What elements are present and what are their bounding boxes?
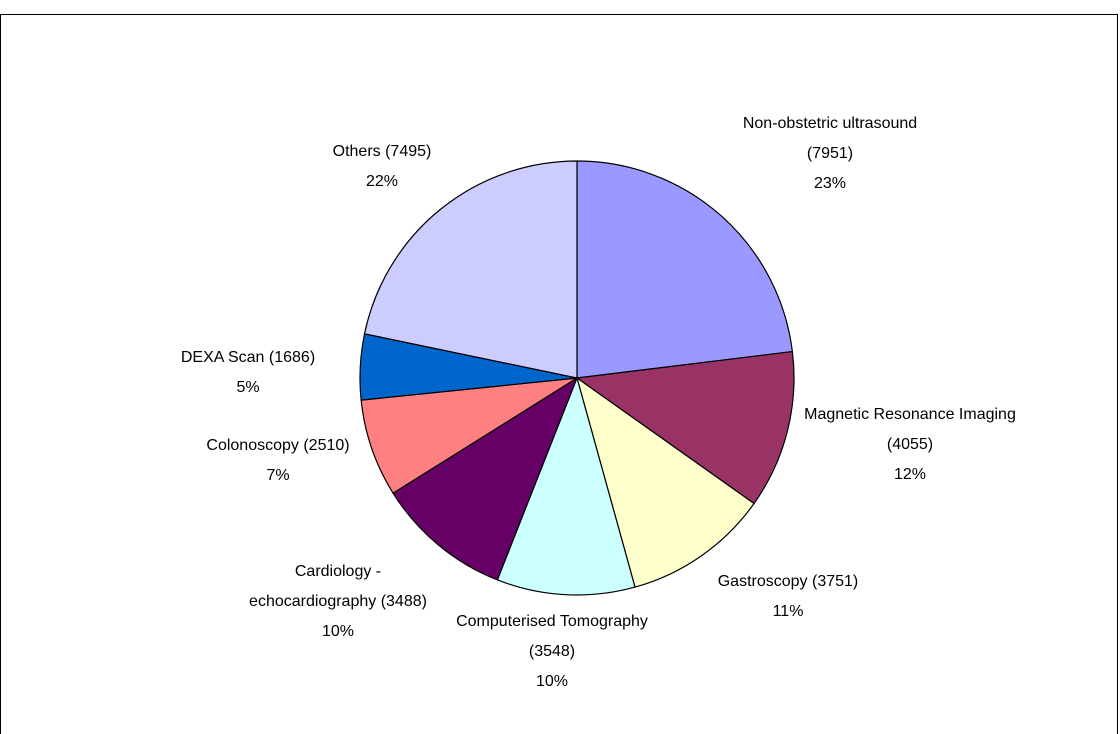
slice-percent-label: 11% xyxy=(773,603,804,620)
pie-labels: Non-obstetric ultrasound (7951) 23% Magneti… xyxy=(181,115,1016,690)
slice-name-label: Cardiology - xyxy=(295,563,381,580)
pie-slice-gastroscopy xyxy=(575,376,755,588)
slice-percent-label: 23% xyxy=(814,175,846,192)
slice-name-label: Computerised Tomography xyxy=(456,613,648,630)
slice-percent-label: 22% xyxy=(366,173,398,190)
slice-percent-label: 5% xyxy=(236,379,259,396)
slice-percent-label: 7% xyxy=(266,467,289,484)
slice-name-label: Others (7495) xyxy=(333,143,432,160)
pie-slice-magnetic-resonance-imaging xyxy=(575,350,795,505)
slice-name-label: Gastroscopy (3751) xyxy=(718,573,859,590)
slice-name-label: Magnetic Resonance Imaging xyxy=(804,406,1016,423)
slice-label: Magnetic Resonance Imaging (4055) 12% xyxy=(804,406,1016,483)
slice-label: Gastroscopy (3751) 11% xyxy=(718,573,859,620)
slice-percent-label: 12% xyxy=(894,466,926,483)
slice-percent-label: 10% xyxy=(322,623,354,640)
slice-name-label: echocardiography (3488) xyxy=(249,593,427,610)
pie-slice-cardiology-echocardiography xyxy=(392,376,579,581)
pie-slice-non-obstetric-ultrasound xyxy=(576,160,794,379)
pie-slice-computerised-tomography xyxy=(496,376,636,596)
slice-label: Others (7495) 22% xyxy=(333,143,432,190)
slice-name-label: (4055) xyxy=(887,436,933,453)
slice-name-label: (7951) xyxy=(807,145,853,162)
slice-label: Non-obstetric ultrasound (7951) 23% xyxy=(743,115,917,192)
slice-name-label: DEXA Scan (1686) xyxy=(181,349,315,366)
pie-slices xyxy=(359,160,795,596)
slice-label: Cardiology - echocardiography (3488) 10% xyxy=(249,563,427,640)
slice-label: Computerised Tomography (3548) 10% xyxy=(456,613,648,690)
slice-label: Colonoscopy (2510) 7% xyxy=(206,437,349,484)
pie-slice-colonoscopy xyxy=(360,377,578,494)
slice-label: DEXA Scan (1686) 5% xyxy=(181,349,315,396)
pie-slice-others xyxy=(363,160,578,379)
slice-name-label: Colonoscopy (2510) xyxy=(206,437,349,454)
slice-percent-label: 10% xyxy=(536,673,568,690)
slice-name-label: (3548) xyxy=(529,643,575,660)
slice-name-label: Non-obstetric ultrasound xyxy=(743,115,917,132)
